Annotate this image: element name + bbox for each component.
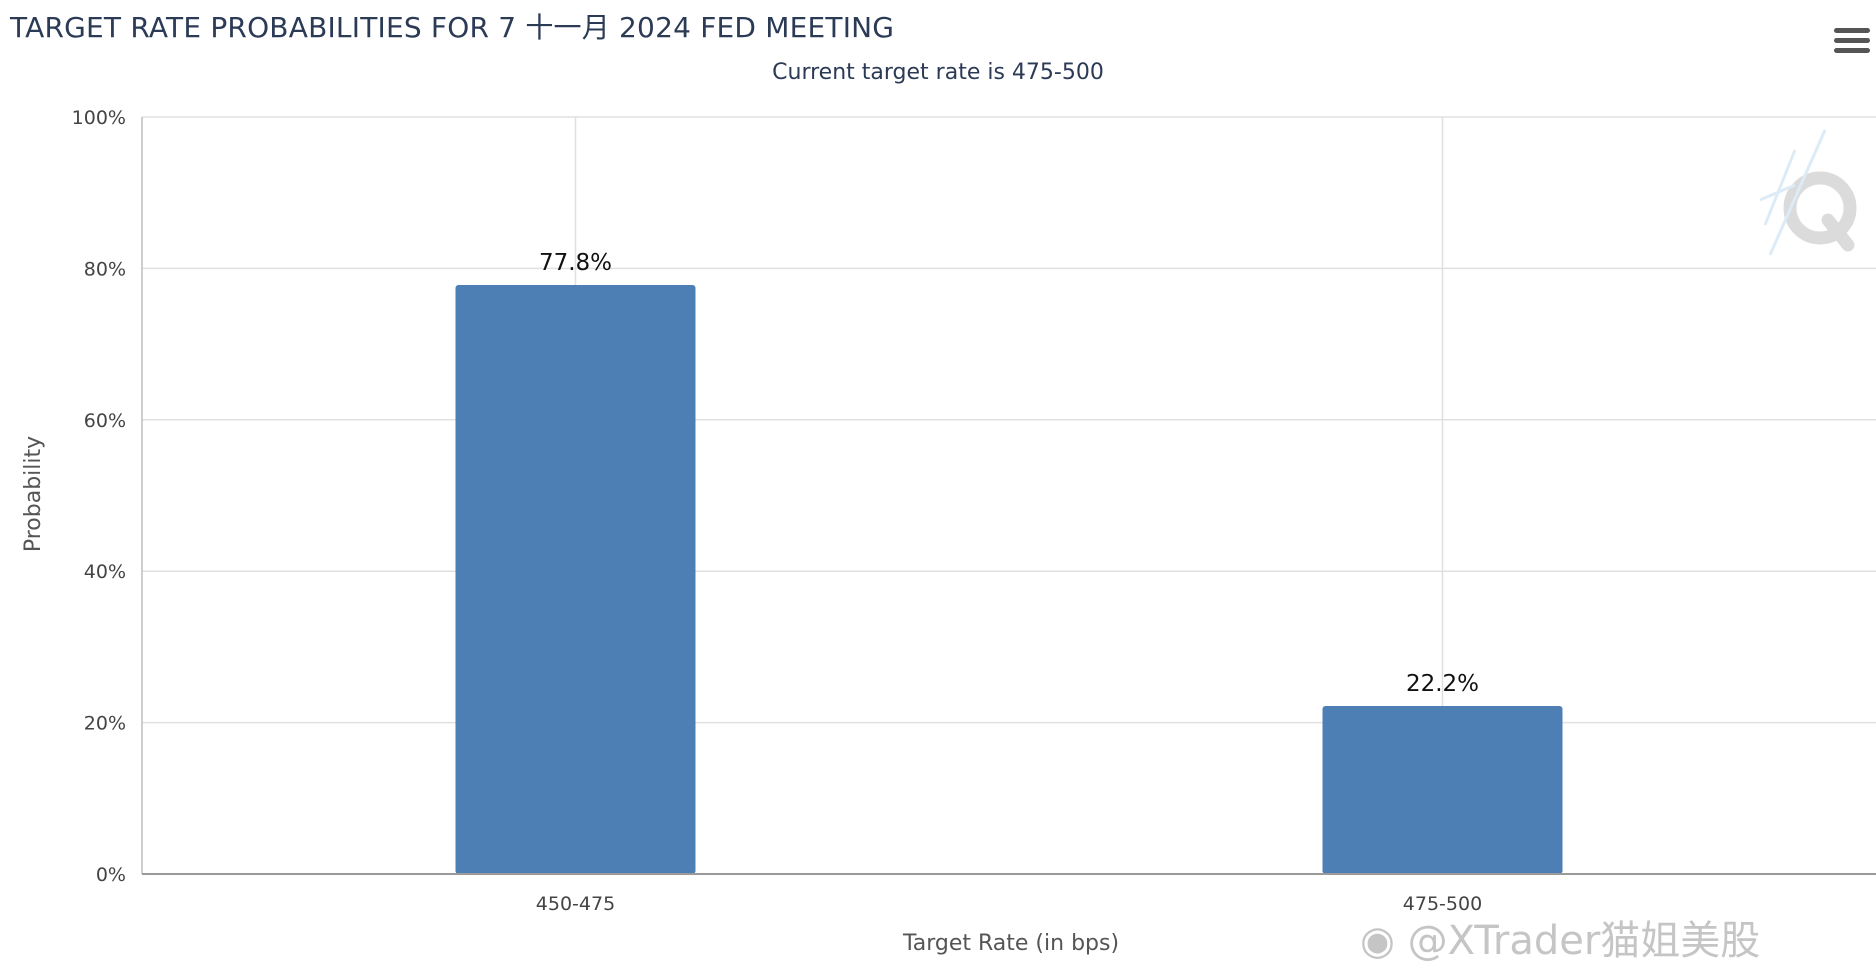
data-label: 77.8% bbox=[539, 250, 612, 276]
y-tick-label: 100% bbox=[72, 107, 126, 129]
chart-subtitle: Current target rate is 475-500 bbox=[772, 60, 1104, 85]
logo-q-icon bbox=[1759, 129, 1857, 256]
data-label: 22.2% bbox=[1406, 671, 1479, 697]
bar-450-475[interactable] bbox=[455, 285, 696, 875]
chart-title: TARGET RATE PROBABILITIES FOR 7 十一月 2024… bbox=[10, 11, 895, 44]
y-tick-label: 20% bbox=[84, 713, 126, 735]
bars bbox=[455, 285, 1563, 875]
x-tick-label: 450-475 bbox=[536, 893, 615, 915]
watermark: ◉ @XTrader猫姐美股 bbox=[1360, 908, 1760, 966]
bar-475-500[interactable] bbox=[1322, 705, 1563, 874]
grid-lines bbox=[142, 116, 1876, 875]
labels: 0% 20% 40% 60% 80% 100% 77.8% 450-475 22.2% 475-5… bbox=[72, 107, 1483, 915]
x-tick-label: 475-500 bbox=[1403, 893, 1482, 915]
y-tick-label: 40% bbox=[84, 561, 126, 583]
hamburger-menu-icon[interactable] bbox=[1834, 28, 1870, 60]
watermark-text: @XTrader猫姐美股 bbox=[1407, 918, 1761, 964]
x-axis-title: Target Rate (in bps) bbox=[902, 931, 1119, 956]
y-axis-title: Probability bbox=[21, 436, 46, 552]
weibo-icon: ◉ bbox=[1360, 918, 1395, 964]
y-tick-label: 80% bbox=[84, 258, 126, 280]
axes bbox=[141, 117, 1876, 875]
y-tick-label: 0% bbox=[96, 864, 126, 886]
y-tick-label: 60% bbox=[84, 410, 126, 432]
